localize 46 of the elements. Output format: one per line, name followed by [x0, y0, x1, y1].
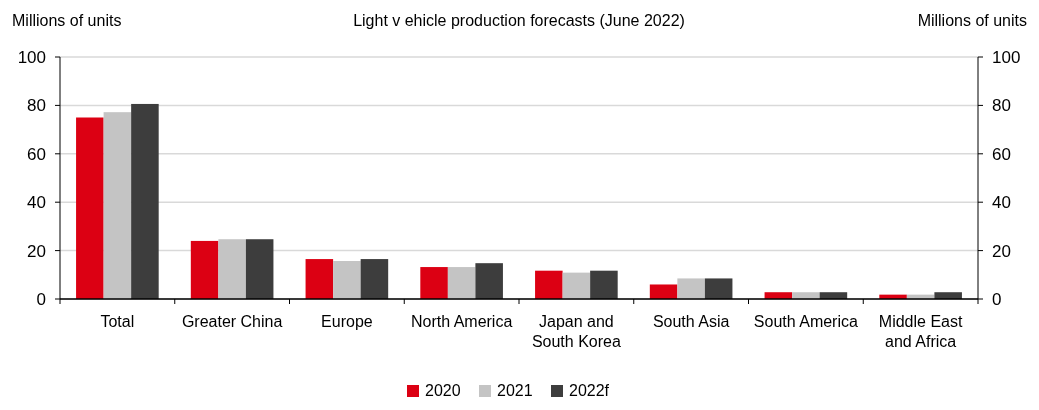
bar [590, 270, 618, 299]
bar [218, 239, 246, 299]
x-tick-label: Greater China [181, 313, 283, 330]
y2-tick-label: 20 [992, 241, 1011, 261]
bar [131, 103, 159, 299]
y2-tick-label: 60 [992, 144, 1011, 164]
bar [562, 272, 591, 299]
y-tick-label: 100 [17, 47, 46, 67]
bar [245, 239, 274, 299]
y-tick-label: 80 [27, 96, 46, 116]
y-tick-label: 60 [27, 144, 46, 164]
bar [447, 267, 476, 299]
y2-axis-title: Millions of units [917, 12, 1027, 29]
bar [934, 292, 962, 299]
bar [333, 261, 361, 299]
bar [76, 117, 104, 299]
x-tick-label: Total [100, 313, 135, 330]
bar [535, 270, 563, 299]
x-tick-label: South America [753, 313, 858, 330]
bar [305, 259, 334, 299]
x-tick-label: Japan and South Korea [531, 313, 621, 350]
chart-title: Light v ehicle production forecasts (June 2022) [353, 12, 685, 29]
bar [792, 292, 820, 299]
y-axis-title: Millions of units [12, 12, 122, 29]
bar [420, 267, 448, 299]
bar [475, 263, 503, 299]
bar [677, 278, 705, 299]
y2-tick-label: 40 [992, 193, 1011, 213]
y2-tick-label: 100 [992, 47, 1021, 67]
y-tick-label: 40 [27, 193, 46, 213]
x-tick-label: South Asia [652, 313, 730, 330]
x-tick-label: Middle East and Africa [878, 313, 963, 350]
bar [649, 284, 678, 299]
bar [103, 112, 132, 299]
bar [360, 259, 389, 299]
y2-tick-label: 80 [992, 96, 1011, 116]
legend-label: 2021 [497, 382, 533, 399]
bar [704, 278, 733, 299]
legend-label: 2020 [425, 382, 461, 399]
bar [190, 240, 219, 299]
legend-label: 2022f [569, 382, 610, 399]
y-tick-label: 0 [36, 289, 46, 309]
y2-tick-label: 0 [992, 289, 1002, 309]
x-tick-label: North America [410, 313, 513, 330]
y-tick-label: 20 [27, 241, 46, 261]
x-tick-label: Europe [321, 313, 373, 330]
